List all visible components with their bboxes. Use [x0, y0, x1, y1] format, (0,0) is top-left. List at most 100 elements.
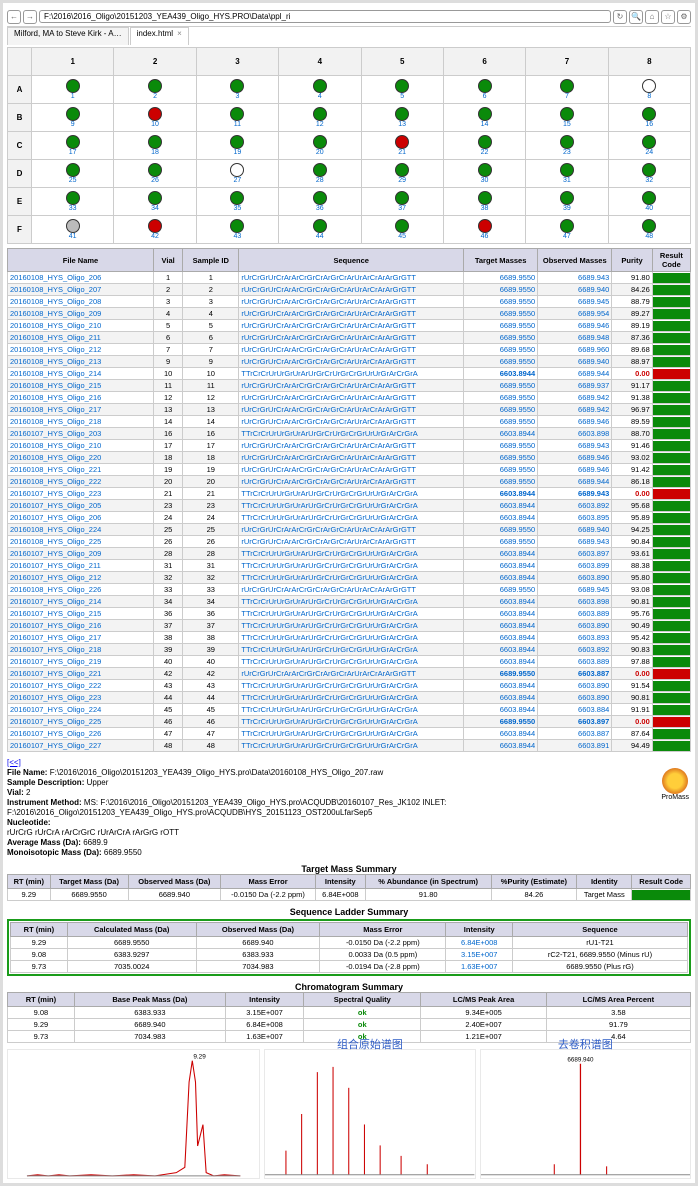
cell-link[interactable]: 6603.8944: [500, 645, 535, 654]
plate-well[interactable]: 12: [279, 104, 361, 132]
forward-button[interactable]: →: [23, 10, 37, 24]
cell-link[interactable]: 6689.943: [578, 489, 609, 498]
cell-link[interactable]: 6603.8944: [500, 741, 535, 750]
cell-link[interactable]: 20160107_HYS_Oligo_223: [10, 489, 101, 498]
cell-link[interactable]: 20160108_HYS_Oligo_211: [10, 333, 101, 342]
cell-link[interactable]: rUrCrGrUrCrArArCrGrCrArGrCrArUrArCrArArG…: [241, 273, 416, 282]
plate-well[interactable]: 16: [608, 104, 690, 132]
plate-well[interactable]: 32: [608, 160, 690, 188]
plate-well[interactable]: 26: [114, 160, 196, 188]
cell-link[interactable]: 6689.9550: [500, 273, 535, 282]
cell-link[interactable]: 6603.8944: [500, 681, 535, 690]
cell-link[interactable]: 6603.897: [578, 717, 609, 726]
plate-well[interactable]: 47: [526, 216, 608, 244]
plate-well[interactable]: 29: [361, 160, 443, 188]
cell-link[interactable]: TTrCrCrUrUrGrUrArUrGrCrUrGrCrGrUrUrGrArC…: [241, 549, 417, 558]
plate-well[interactable]: 41: [32, 216, 114, 244]
search-icon[interactable]: 🔍: [629, 10, 643, 24]
back-link[interactable]: [<<]: [7, 758, 21, 767]
table-row[interactable]: 20160108_HYS_Oligo_20944rUrCrGrUrCrArArC…: [8, 308, 691, 320]
cell-link[interactable]: 6603.8944: [500, 597, 535, 606]
cell-link[interactable]: 6689.9550: [500, 441, 535, 450]
cell-link[interactable]: 20160107_HYS_Oligo_203: [10, 429, 101, 438]
table-row[interactable]: 20160107_HYS_Oligo_2194040TTrCrCrUrUrGrU…: [8, 656, 691, 668]
cell-link[interactable]: TTrCrCrUrUrGrUrArUrGrCrUrGrCrGrUrUrGrArC…: [241, 621, 417, 630]
plate-well[interactable]: 40: [608, 188, 690, 216]
table-row[interactable]: 20160108_HYS_Oligo_21399rUrCrGrUrCrArArC…: [8, 356, 691, 368]
cell-link[interactable]: 20160108_HYS_Oligo_218: [10, 417, 101, 426]
cell-link[interactable]: rUrCrGrUrCrArArCrGrCrArGrCrArUrArCrArArG…: [241, 381, 416, 390]
column-header[interactable]: Sequence: [239, 249, 464, 272]
cell-link[interactable]: TTrCrCrUrUrGrUrArUrGrCrUrGrCrGrUrUrGrArC…: [241, 645, 417, 654]
cell-link[interactable]: 6603.8944: [500, 501, 535, 510]
home-icon[interactable]: ⌂: [645, 10, 659, 24]
table-row[interactable]: 20160107_HYS_Oligo_2113131TTrCrCrUrUrGrU…: [8, 560, 691, 572]
cell-link[interactable]: 6603.8944: [500, 609, 535, 618]
plate-well[interactable]: 19: [196, 132, 278, 160]
table-row[interactable]: 20160108_HYS_Oligo_2151111rUrCrGrUrCrArA…: [8, 380, 691, 392]
cell-link[interactable]: TTrCrCrUrUrGrUrArUrGrCrUrGrCrGrUrUrGrArC…: [241, 369, 417, 378]
cell-link[interactable]: 20160107_HYS_Oligo_205: [10, 501, 101, 510]
plate-well[interactable]: 28: [279, 160, 361, 188]
cell-link[interactable]: 6689.9550: [500, 477, 535, 486]
cell-link[interactable]: 6689.9550: [500, 309, 535, 318]
plate-well[interactable]: 14: [443, 104, 525, 132]
cell-link[interactable]: 6603.8944: [500, 633, 535, 642]
table-row[interactable]: 20160108_HYS_Oligo_2222020rUrCrGrUrCrArA…: [8, 476, 691, 488]
cell-link[interactable]: rUrCrGrUrCrArArCrGrCrArGrCrArUrArCrArArG…: [241, 333, 416, 342]
cell-link[interactable]: TTrCrCrUrUrGrUrArUrGrCrUrGrCrGrUrUrGrArC…: [241, 729, 417, 738]
cell-link[interactable]: 6603.8944: [500, 561, 535, 570]
table-row[interactable]: 20160107_HYS_Oligo_2173838TTrCrCrUrUrGrU…: [8, 632, 691, 644]
plate-well[interactable]: 13: [361, 104, 443, 132]
plate-well[interactable]: 3: [196, 76, 278, 104]
cell-link[interactable]: 20160107_HYS_Oligo_227: [10, 741, 101, 750]
cell-link[interactable]: TTrCrCrUrUrGrUrArUrGrCrUrGrCrGrUrUrGrArC…: [241, 489, 417, 498]
cell-link[interactable]: rUrCrGrUrCrArArCrGrCrArGrCrArUrArCrArArG…: [241, 321, 416, 330]
table-row[interactable]: 20160107_HYS_Oligo_2092828TTrCrCrUrUrGrU…: [8, 548, 691, 560]
cell-link[interactable]: 6689.948: [578, 333, 609, 342]
plate-well[interactable]: 33: [32, 188, 114, 216]
plate-well[interactable]: 1: [32, 76, 114, 104]
column-header[interactable]: Result Code: [652, 249, 690, 272]
cell-link[interactable]: TTrCrCrUrUrGrUrArUrGrCrUrGrCrGrUrUrGrArC…: [241, 741, 417, 750]
cell-link[interactable]: 20160107_HYS_Oligo_214: [10, 597, 101, 606]
cell-link[interactable]: 6689.960: [578, 345, 609, 354]
cell-link[interactable]: rUrCrGrUrCrArArCrGrCrArGrCrArUrArCrArArG…: [241, 357, 416, 366]
table-row[interactable]: 20160108_HYS_Oligo_2101717rUrCrGrUrCrArA…: [8, 440, 691, 452]
plate-well[interactable]: 7: [526, 76, 608, 104]
cell-link[interactable]: 20160108_HYS_Oligo_221: [10, 465, 101, 474]
table-row[interactable]: 20160107_HYS_Oligo_2123232TTrCrCrUrUrGrU…: [8, 572, 691, 584]
table-row[interactable]: 20160107_HYS_Oligo_2031616TTrCrCrUrUrGrU…: [8, 428, 691, 440]
plate-well[interactable]: 23: [526, 132, 608, 160]
plate-well[interactable]: 18: [114, 132, 196, 160]
plate-well[interactable]: 44: [279, 216, 361, 244]
cell-link[interactable]: 20160108_HYS_Oligo_207: [10, 285, 101, 294]
cell-link[interactable]: 6689.940: [578, 285, 609, 294]
refresh-button[interactable]: ↻: [613, 10, 627, 24]
cell-link[interactable]: TTrCrCrUrUrGrUrArUrGrCrUrGrCrGrUrUrGrArC…: [241, 693, 417, 702]
cell-link[interactable]: rUrCrGrUrCrArArCrGrCrArGrCrArUrArCrArArG…: [241, 477, 416, 486]
plate-well[interactable]: 24: [608, 132, 690, 160]
cell-link[interactable]: 20160108_HYS_Oligo_213: [10, 357, 101, 366]
browser-tab[interactable]: index.html×: [130, 27, 189, 45]
cell-link[interactable]: rUrCrGrUrCrArArCrGrCrArGrCrArUrArCrArArG…: [241, 393, 416, 402]
cell-link[interactable]: 6689.954: [578, 309, 609, 318]
table-row[interactable]: 20160108_HYS_Oligo_2181414rUrCrGrUrCrArA…: [8, 416, 691, 428]
cell-link[interactable]: rUrCrGrUrCrArArCrGrCrArGrCrArUrArCrArArG…: [241, 345, 416, 354]
cell-link[interactable]: 6689.942: [578, 405, 609, 414]
cell-link[interactable]: 6603.890: [578, 573, 609, 582]
cell-link[interactable]: 20160107_HYS_Oligo_224: [10, 705, 101, 714]
cell-link[interactable]: 20160108_HYS_Oligo_217: [10, 405, 101, 414]
table-row[interactable]: 20160108_HYS_Oligo_2211919rUrCrGrUrCrArA…: [8, 464, 691, 476]
cell-link[interactable]: 6689.9550: [500, 333, 535, 342]
cell-link[interactable]: TTrCrCrUrUrGrUrArUrGrCrUrGrCrGrUrUrGrArC…: [241, 597, 417, 606]
cell-link[interactable]: 6689.9550: [500, 381, 535, 390]
cell-link[interactable]: 6689.943: [578, 441, 609, 450]
cell-link[interactable]: rUrCrGrUrCrArArCrGrCrArGrCrArUrArCrArArG…: [241, 585, 416, 594]
cell-link[interactable]: 6603.8944: [500, 705, 535, 714]
plate-well[interactable]: 5: [361, 76, 443, 104]
address-bar[interactable]: F:\2016\2016_Oligo\20151203_YEA439_Oligo…: [39, 10, 611, 23]
cell-link[interactable]: 20160107_HYS_Oligo_212: [10, 573, 101, 582]
cell-link[interactable]: 6603.898: [578, 597, 609, 606]
cell-link[interactable]: 6689.942: [578, 393, 609, 402]
